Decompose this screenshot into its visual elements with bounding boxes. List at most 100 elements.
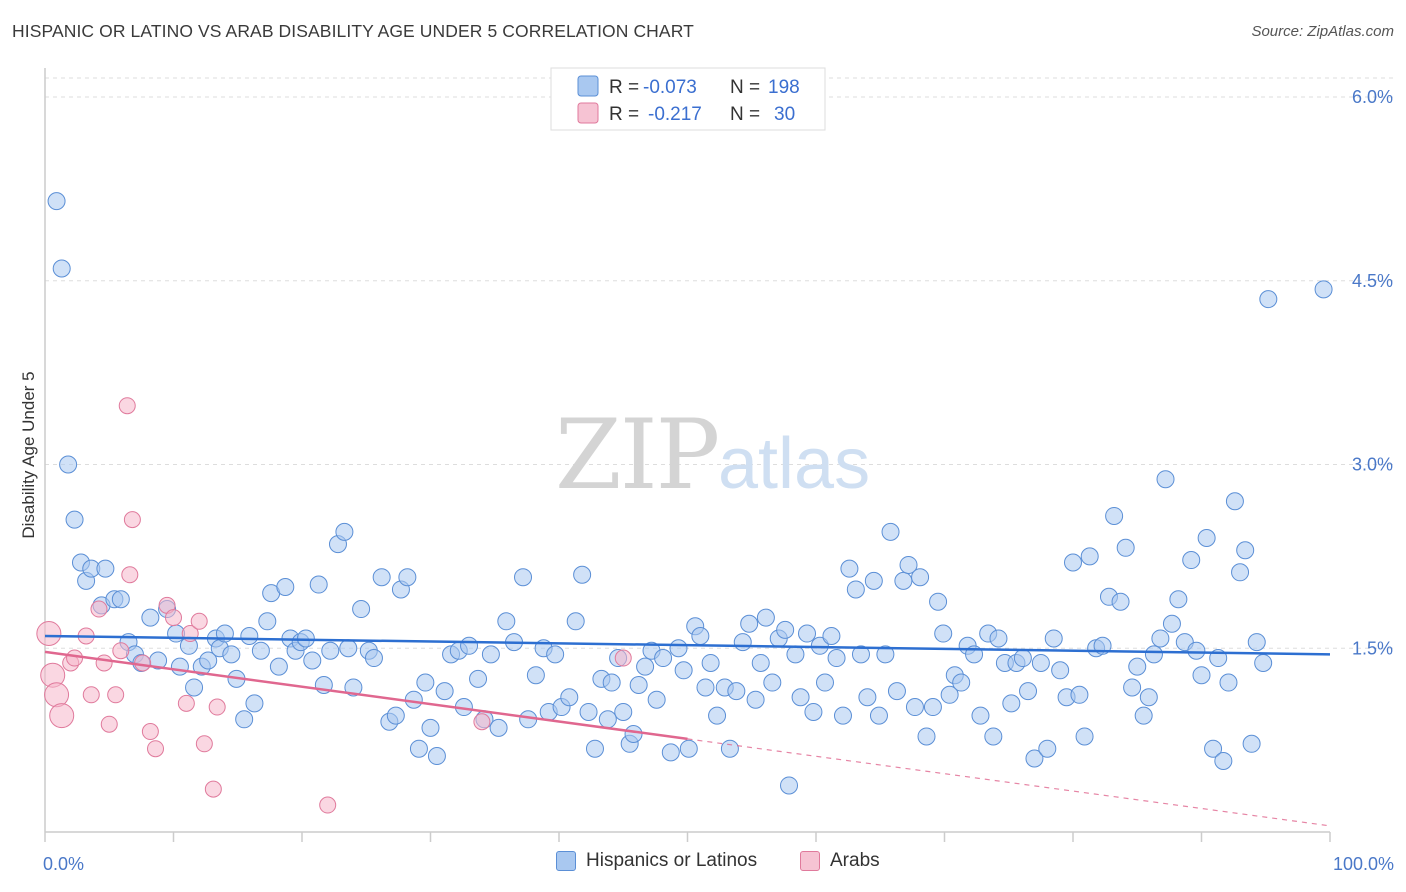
data-point-hispanic <box>1044 629 1063 648</box>
data-point-hispanic <box>905 698 924 717</box>
x-tick-label: 100.0% <box>1333 854 1394 874</box>
data-point-hispanic <box>585 739 604 758</box>
legend-r-label-1: R = <box>609 77 639 98</box>
data-point-arab <box>112 642 130 660</box>
data-point-hispanic <box>1182 551 1201 570</box>
data-point-hispanic <box>1162 614 1181 633</box>
data-point-hispanic <box>1242 734 1261 753</box>
data-point-hispanic <box>780 776 799 795</box>
data-point-hispanic <box>661 743 680 762</box>
data-point-hispanic <box>894 571 913 590</box>
data-point-arab <box>208 698 226 716</box>
data-point-hispanic <box>669 639 688 658</box>
data-point-arab <box>195 735 213 753</box>
data-point-hispanic <box>840 559 859 578</box>
bottom-legend-hispanic: Hispanics or Latinos <box>556 850 757 872</box>
data-point-hispanic <box>52 259 71 278</box>
data-point-arab <box>118 397 136 415</box>
data-point-hispanic <box>1187 641 1206 660</box>
trend-lines <box>44 634 1331 827</box>
data-point-arab <box>82 686 100 704</box>
data-point-hispanic <box>309 575 328 594</box>
data-point-hispanic <box>47 192 66 211</box>
data-point-hispanic <box>170 657 189 676</box>
data-point-hispanic <box>1123 678 1142 697</box>
data-point-hispanic <box>1169 590 1188 609</box>
data-point-hispanic <box>240 627 259 645</box>
data-point-hispanic <box>701 653 720 672</box>
data-point-hispanic <box>514 568 533 587</box>
data-point-hispanic <box>141 608 160 627</box>
data-point-hispanic <box>427 747 446 766</box>
data-point-arab <box>141 723 159 741</box>
y-tick-label: 4.5% <box>1352 271 1393 291</box>
data-point-hispanic <box>222 645 241 664</box>
data-point-hispanic <box>526 666 545 685</box>
data-point-hispanic <box>614 702 633 721</box>
data-point-hispanic <box>435 682 454 701</box>
data-point-hispanic <box>827 649 846 668</box>
data-point-hispanic <box>1214 751 1233 770</box>
data-point-hispanic <box>1075 727 1094 746</box>
data-point-hispanic <box>1116 538 1135 557</box>
data-point-hispanic <box>111 590 130 609</box>
data-point-hispanic <box>199 651 218 670</box>
bottom-legend-label-hispanic: Hispanics or Latinos <box>586 850 758 871</box>
data-point-hispanic <box>579 702 598 721</box>
data-point-arab <box>95 654 113 672</box>
data-point-arab <box>319 796 337 814</box>
data-point-hispanic <box>887 682 906 701</box>
data-point-hispanic <box>65 510 84 529</box>
data-point-hispanic <box>636 657 655 676</box>
data-point-hispanic <box>1064 553 1082 572</box>
data-point-hispanic <box>1031 653 1050 672</box>
data-point-hispanic <box>560 688 579 707</box>
data-point-hispanic <box>674 661 693 680</box>
data-point-hispanic <box>386 706 405 725</box>
x-tick-label: 0.0% <box>43 854 84 874</box>
data-point-hispanic <box>303 651 322 670</box>
legend-swatch-arab <box>577 102 599 124</box>
data-point-hispanic <box>804 702 823 721</box>
data-point-hispanic <box>1139 688 1158 707</box>
bottom-legend-swatch-arab <box>800 851 820 871</box>
data-point-hispanic <box>1156 470 1175 489</box>
bottom-legend: Hispanics or Latinos Arabs <box>0 850 1406 880</box>
data-point-hispanic <box>756 608 775 627</box>
data-point-arab <box>90 600 108 618</box>
data-point-hispanic <box>708 706 727 725</box>
data-point-hispanic <box>481 645 500 664</box>
data-point-hispanic <box>923 698 942 717</box>
data-point-hispanic <box>1038 739 1057 758</box>
data-point-hispanic <box>751 653 770 672</box>
data-point-hispanic <box>1128 657 1147 676</box>
legend-r-value-1: -0.073 <box>643 77 697 98</box>
data-point-hispanic <box>984 727 1003 746</box>
data-point-arab <box>147 740 165 758</box>
hispanic-points <box>47 192 1333 795</box>
data-point-hispanic <box>364 649 383 668</box>
data-point-hispanic <box>96 559 115 578</box>
bottom-legend-swatch-hispanic <box>556 851 576 871</box>
data-point-hispanic <box>815 673 834 692</box>
data-point-hispanic <box>989 629 1008 648</box>
data-point-hispanic <box>629 676 648 694</box>
data-point-hispanic <box>1144 645 1163 664</box>
data-point-hispanic <box>911 568 930 587</box>
data-point-hispanic <box>1019 682 1038 701</box>
data-point-hispanic <box>798 624 817 643</box>
data-point-hispanic <box>869 706 888 725</box>
data-point-hispanic <box>235 710 254 729</box>
data-point-arab <box>165 609 182 627</box>
data-point-hispanic <box>1231 563 1250 582</box>
data-point-hispanic <box>786 645 805 664</box>
data-point-arab <box>473 713 491 731</box>
chart-source: Source: ZipAtlas.com <box>1251 23 1394 40</box>
trend-line-hispanic <box>44 634 1331 656</box>
data-point-arab <box>121 566 139 584</box>
data-point-hispanic <box>598 710 617 729</box>
data-point-hispanic <box>899 555 918 574</box>
data-point-hispanic <box>696 678 715 697</box>
axes <box>44 68 1331 842</box>
